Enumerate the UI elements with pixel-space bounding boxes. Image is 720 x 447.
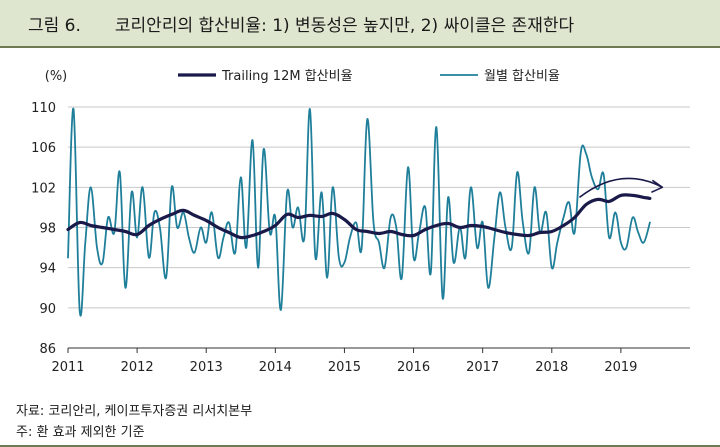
y-tick-label: 90 — [39, 302, 56, 317]
combined-ratio-chart: 86 90 94 98 102 106 110 2011 2012 2013 2014 2015 201… — [31, 69, 690, 375]
source-note: 자료: 코리안리, 케이프투자증권 리서치본부 — [16, 404, 253, 419]
trend-arrow-curve — [578, 177, 663, 199]
series-line-monthly — [67, 108, 651, 317]
axes: 86 90 94 98 102 106 110 2011 2012 2013 2014 2015 201… — [31, 69, 690, 375]
y-tick-label: 106 — [31, 141, 56, 156]
title-divider — [0, 46, 720, 48]
y-tick-label: 98 — [39, 222, 56, 237]
x-tick-label: 2016 — [397, 360, 430, 375]
y-tick-label: 102 — [31, 181, 56, 196]
x-tick-label: 2015 — [328, 360, 361, 375]
y-tick-label: 86 — [39, 342, 56, 357]
legend: Trailing 12M 합산비율 월별 합산비율 — [178, 69, 560, 84]
bottom-divider — [0, 445, 720, 447]
x-tick-label: 2013 — [190, 360, 223, 375]
series-line-trailing-12m — [66, 193, 652, 240]
y-tick-label: 110 — [31, 101, 56, 116]
x-tick-label: 2019 — [604, 360, 637, 375]
y-axis-label: (%) — [45, 69, 68, 84]
trend-annotation — [578, 177, 664, 199]
legend-monthly-label: 월별 합산비율 — [484, 69, 560, 84]
x-tick-label: 2017 — [466, 360, 499, 375]
figure-title: 코리안리의 합산비율: 1) 변동성은 높지만, 2) 싸이클은 존재한다 — [114, 15, 575, 36]
figure-number: 그림 6. — [28, 15, 81, 36]
x-tick-label: 2018 — [535, 360, 568, 375]
x-tick-label: 2011 — [51, 360, 84, 375]
x-tick-label: 2012 — [121, 360, 154, 375]
x-tick-label: 2014 — [259, 360, 292, 375]
grid-lines — [68, 106, 690, 309]
footnote: 주: 환 효과 제외한 기준 — [16, 425, 145, 440]
figure-title-bar: 그림 6. 코리안리의 합산비율: 1) 변동성은 높지만, 2) 싸이클은 존… — [0, 0, 720, 46]
legend-trailing-12m-label: Trailing 12M 합산비율 — [221, 69, 353, 84]
trend-arrow-head — [651, 179, 664, 194]
y-tick-label: 94 — [39, 262, 56, 277]
series-lines — [66, 108, 652, 317]
